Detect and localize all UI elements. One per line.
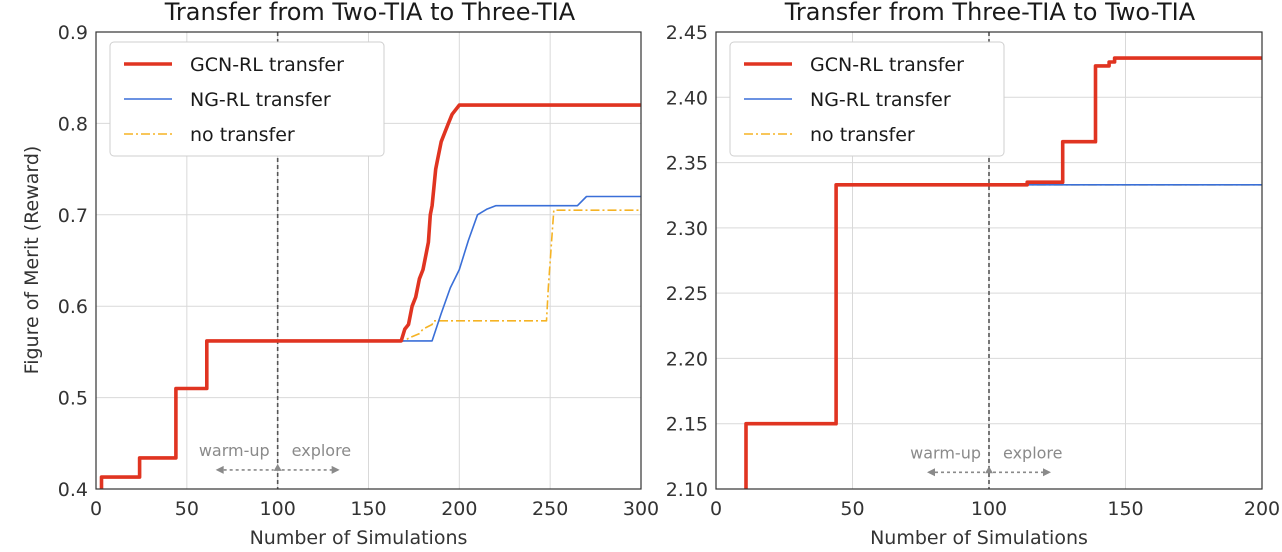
x-axis-label: Number of Simulations <box>870 527 1088 549</box>
chart-title: Transfer from Three-TIA to Two-TIA <box>784 0 1196 26</box>
x-tick-label: 100 <box>971 498 1007 520</box>
x-tick-label: 200 <box>441 498 477 520</box>
x-tick-label: 50 <box>840 498 864 520</box>
x-tick-label: 200 <box>1244 498 1280 520</box>
legend-label: GCN-RL transfer <box>190 54 344 76</box>
y-tick-label: 2.10 <box>666 479 708 501</box>
x-tick-label: 50 <box>175 498 199 520</box>
y-tick-label: 0.9 <box>58 22 88 44</box>
x-tick-label: 100 <box>260 498 296 520</box>
legend-label: NG-RL transfer <box>190 89 331 111</box>
series-line-gcn-rl-transfer <box>744 56 1262 489</box>
warmup-label: warm-up <box>199 441 270 460</box>
warmup-arrowhead <box>927 468 935 477</box>
x-tick-label: 150 <box>1107 498 1143 520</box>
y-tick-label: 0.7 <box>58 205 88 227</box>
plot-frame <box>95 31 642 490</box>
explore-label: explore <box>1003 443 1063 462</box>
legend-label: NG-RL transfer <box>810 89 951 111</box>
chart-title: Transfer from Two-TIA to Three-TIA <box>164 0 576 26</box>
legend-box <box>729 41 1005 157</box>
y-tick-label: 2.30 <box>666 218 708 240</box>
x-tick-label: 250 <box>532 498 568 520</box>
x-axis-label: Number of Simulations <box>250 527 468 549</box>
divider-marker <box>985 466 993 474</box>
explore-label: explore <box>292 441 352 460</box>
y-tick-label: 2.15 <box>666 414 708 436</box>
plot-frame <box>715 31 1263 490</box>
divider-marker <box>273 463 282 471</box>
chart-panel-0: 0 50 100 150 200 250 300 0.4 0.5 0.6 0.7 0.8 0.9 Tran… <box>58 0 659 549</box>
y-tick-label: 2.20 <box>666 348 708 370</box>
series-line-gcn-rl-transfer <box>99 103 641 489</box>
legend-box <box>109 41 385 157</box>
y-tick-label: 2.45 <box>666 22 708 44</box>
y-tick-label: 2.40 <box>666 87 708 109</box>
y-tick-label: 2.25 <box>666 283 708 305</box>
x-tick-label: 300 <box>623 498 659 520</box>
warmup-arrowhead <box>215 465 224 474</box>
explore-arrowhead <box>1043 468 1051 477</box>
y-tick-label: 0.5 <box>58 388 88 410</box>
y-tick-label: 0.8 <box>58 113 88 135</box>
x-tick-label: 0 <box>710 498 722 520</box>
y-tick-label: 0.4 <box>58 479 88 501</box>
explore-arrowhead <box>331 465 340 474</box>
legend-label: no transfer <box>190 124 295 146</box>
y-tick-label: 0.6 <box>58 296 88 318</box>
legend-label: no transfer <box>810 124 915 146</box>
y-tick-label: 2.35 <box>666 153 708 175</box>
x-tick-label: 150 <box>350 498 386 520</box>
chart-panel-1: 0 50 100 150 200 2.10 2.15 2.20 2.25 2.30 2.35 2.40… <box>666 0 1280 549</box>
legend-label: GCN-RL transfer <box>810 54 964 76</box>
y-axis-label: Figure of Merit (Reward) <box>21 146 43 375</box>
warmup-label: warm-up <box>910 443 981 462</box>
x-tick-label: 0 <box>90 498 102 520</box>
